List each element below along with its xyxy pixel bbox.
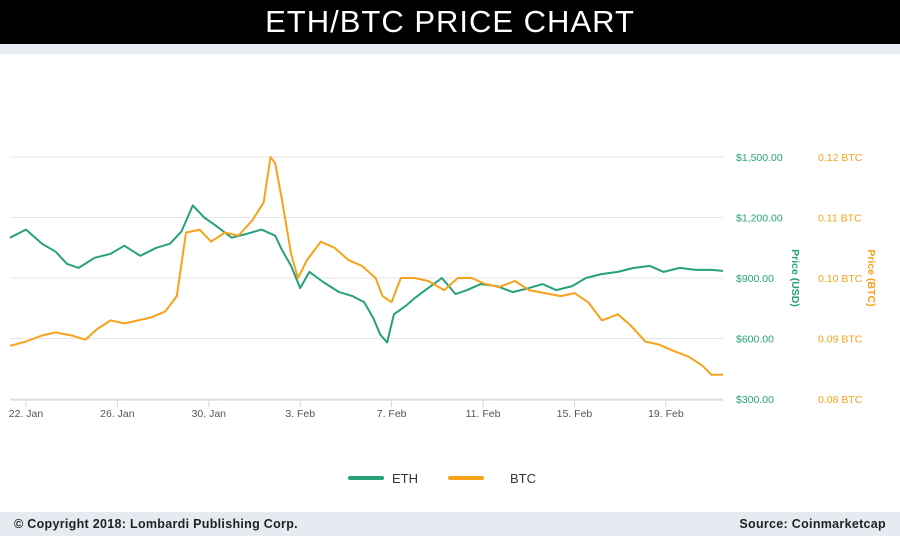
y-left-tick-label: $300.00 bbox=[736, 394, 774, 406]
y-left-tick-label: $900.00 bbox=[736, 273, 774, 285]
y-right-tick-label: 0.09 BTC bbox=[818, 334, 863, 346]
footer-bar: © Copyright 2018: Lombardi Publishing Co… bbox=[0, 512, 900, 536]
legend-swatch-btc bbox=[448, 476, 484, 480]
eth-btc-line-chart: $1,500.00 0.12 BTC $1,200.00 0.11 BTC $900.0… bbox=[9, 152, 877, 420]
y-left-tick-label: $600.00 bbox=[736, 334, 774, 346]
legend-swatch-eth bbox=[348, 476, 384, 480]
chart-legend: ETH BTC bbox=[0, 468, 900, 488]
source-text: Source: Coinmarketcap bbox=[739, 517, 886, 531]
y-right-tick-label: 0.08 BTC bbox=[818, 394, 863, 406]
y-right-axis-title: Price (BTC) bbox=[865, 249, 877, 306]
x-tick-label: 15. Feb bbox=[557, 408, 593, 420]
y-right-tick-label: 0.10 BTC bbox=[818, 273, 863, 285]
x-tick-label: 11. Feb bbox=[466, 408, 501, 420]
y-right-tick-label: 0.12 BTC bbox=[818, 152, 863, 164]
title-underline bbox=[0, 44, 900, 54]
legend-label-eth: ETH bbox=[392, 470, 418, 486]
x-tick-label: 7. Feb bbox=[377, 408, 407, 420]
page-title: ETH/BTC PRICE CHART bbox=[0, 0, 900, 44]
series-line-eth bbox=[9, 204, 724, 344]
y-left-tick-label: $1,500.00 bbox=[736, 152, 783, 164]
x-tick-label: 3. Feb bbox=[285, 408, 315, 420]
series-line-btc bbox=[9, 156, 723, 376]
copyright-text: © Copyright 2018: Lombardi Publishing Co… bbox=[14, 517, 298, 531]
legend-item-btc[interactable]: BTC bbox=[448, 468, 536, 488]
y-left-tick-label: $1,200.00 bbox=[736, 213, 783, 225]
x-tick-label: 19. Feb bbox=[648, 408, 684, 420]
legend-label-btc: BTC bbox=[510, 470, 536, 486]
legend-item-eth[interactable]: ETH bbox=[348, 468, 418, 488]
x-tick-label: 30. Jan bbox=[192, 408, 227, 420]
y-left-axis-title: Price (USD) bbox=[789, 249, 801, 307]
x-tick-label: 22. Jan bbox=[9, 408, 44, 420]
y-right-tick-label: 0.11 BTC bbox=[818, 213, 862, 225]
x-tick-label: 26. Jan bbox=[100, 408, 135, 420]
